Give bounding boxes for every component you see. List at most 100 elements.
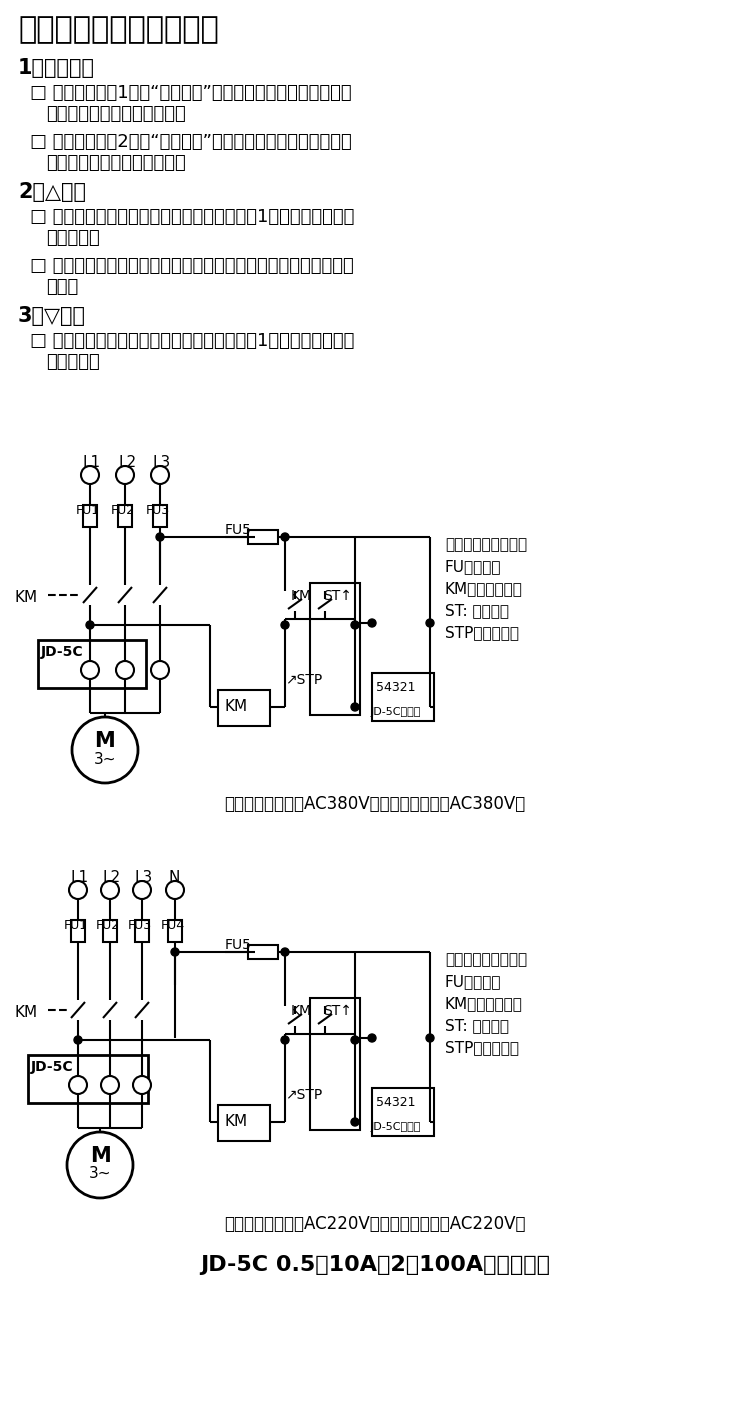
Circle shape (116, 661, 134, 679)
Circle shape (72, 717, 138, 783)
Circle shape (166, 881, 184, 899)
Bar (118, 505, 132, 528)
Text: □ 电流设定或延时设定界面：按此键参数値加1，常按此键参数値: □ 电流设定或延时设定界面：按此键参数値加1，常按此键参数値 (30, 208, 354, 226)
Circle shape (351, 1118, 359, 1127)
Text: ST↑: ST↑ (323, 589, 352, 603)
Text: 流値，并闪烁，数値可修改；: 流値，并闪烁，数値可修改； (46, 105, 186, 123)
Text: FU：燕断器: FU：燕断器 (445, 558, 502, 574)
Text: ↗STP: ↗STP (285, 1087, 322, 1101)
Text: FU1: FU1 (64, 919, 88, 932)
Text: 3、▽键：: 3、▽键： (18, 306, 86, 325)
Text: KM: KM (291, 1005, 312, 1019)
Text: L2: L2 (118, 455, 136, 470)
Text: ST: 启动按鈕: ST: 启动按鈕 (445, 1019, 509, 1033)
Circle shape (368, 1034, 376, 1042)
Text: 时値，并闪烁，数値可修改；: 时値，并闪烁，数値可修改； (46, 154, 186, 173)
Text: 应用电路举例说明：: 应用电路举例说明： (445, 953, 527, 967)
Circle shape (351, 703, 359, 711)
Circle shape (351, 622, 359, 629)
Text: 1、设定键：: 1、设定键： (18, 58, 95, 79)
Text: JD-5C: JD-5C (41, 645, 84, 659)
Bar (372, 1087, 434, 1136)
Bar (83, 505, 97, 528)
Circle shape (426, 619, 434, 627)
Text: M: M (90, 1146, 110, 1166)
Text: JD-5C保护器: JD-5C保护器 (371, 707, 422, 717)
Text: 保护器工作电压为AC220V；控制电路电压为AC220V。: 保护器工作电压为AC220V；控制电路电压为AC220V。 (224, 1215, 526, 1233)
Circle shape (281, 1035, 289, 1044)
Circle shape (116, 466, 134, 484)
Text: M: M (94, 731, 116, 751)
Circle shape (74, 1035, 82, 1044)
Circle shape (151, 661, 169, 679)
Bar (28, 1055, 148, 1103)
Circle shape (156, 533, 164, 542)
Circle shape (171, 948, 179, 955)
Circle shape (133, 881, 151, 899)
Text: STP：停止按鈕: STP：停止按鈕 (445, 624, 519, 640)
Circle shape (351, 1035, 359, 1044)
Text: □ 电流设定或延时设定界面：按此键参数値减1，常按此键参数値: □ 电流设定或延时设定界面：按此键参数値减1，常按此键参数値 (30, 333, 354, 349)
Bar (71, 920, 85, 941)
Text: 快速减小；: 快速减小； (46, 354, 100, 370)
Circle shape (81, 466, 99, 484)
Text: JD-5C保护器: JD-5C保护器 (371, 1122, 422, 1132)
Text: 保护器工作电压为AC380V；控制电路电压为AC380V。: 保护器工作电压为AC380V；控制电路电压为AC380V。 (224, 796, 526, 812)
Bar (218, 690, 270, 725)
Circle shape (281, 533, 289, 542)
Text: L2: L2 (103, 870, 122, 885)
Text: KM: KM (224, 699, 248, 714)
Bar (310, 998, 360, 1129)
Text: ST↑: ST↑ (323, 1005, 352, 1019)
Bar (103, 920, 117, 941)
Text: KM：交流接触器: KM：交流接触器 (445, 996, 523, 1012)
Bar (218, 1106, 270, 1141)
Text: ↗STP: ↗STP (285, 673, 322, 687)
Text: 快速增加；: 快速增加； (46, 229, 100, 247)
Text: KM: KM (291, 589, 312, 603)
Text: JD-5C: JD-5C (31, 1061, 74, 1075)
Text: FU3: FU3 (146, 504, 170, 516)
Text: FU4: FU4 (161, 919, 185, 932)
Text: FU2: FU2 (96, 919, 120, 932)
Bar (372, 673, 434, 721)
Text: KM: KM (15, 1005, 38, 1020)
Circle shape (69, 881, 87, 899)
Text: FU5: FU5 (225, 523, 252, 537)
Text: L3: L3 (135, 870, 153, 885)
Circle shape (151, 466, 169, 484)
Text: 54321: 54321 (376, 1096, 416, 1108)
Circle shape (133, 1076, 151, 1094)
Text: STP：停止按鈕: STP：停止按鈕 (445, 1040, 519, 1055)
Circle shape (86, 622, 94, 629)
Text: 状态；: 状态； (46, 278, 78, 296)
Text: KM：交流接触器: KM：交流接触器 (445, 581, 523, 596)
Bar (310, 584, 360, 716)
Text: L1: L1 (71, 870, 89, 885)
Circle shape (81, 661, 99, 679)
Bar (135, 920, 149, 941)
Circle shape (281, 948, 289, 955)
Text: 2、△键：: 2、△键： (18, 182, 86, 202)
Circle shape (426, 1034, 434, 1042)
Text: L3: L3 (153, 455, 171, 470)
Text: 三、按键说明与操作方法: 三、按键说明与操作方法 (18, 15, 219, 43)
Circle shape (101, 881, 119, 899)
Text: □ 按【设定】键2次，“延时设定”指示灯亮，数码管显示设定延: □ 按【设定】键2次，“延时设定”指示灯亮，数码管显示设定延 (30, 133, 352, 152)
Text: FU5: FU5 (225, 939, 252, 953)
Bar (153, 505, 167, 528)
Text: FU2: FU2 (111, 504, 135, 516)
Text: ST: 启动按鈕: ST: 启动按鈕 (445, 603, 509, 617)
Text: JD-5C 0.5～10A、2～100A实物接线图: JD-5C 0.5～10A、2～100A实物接线图 (200, 1256, 550, 1275)
Text: KM: KM (224, 1114, 248, 1129)
Text: FU：燕断器: FU：燕断器 (445, 974, 502, 989)
Bar (38, 640, 146, 687)
Text: 3~: 3~ (88, 1166, 111, 1181)
Circle shape (368, 619, 376, 627)
Text: 54321: 54321 (376, 680, 416, 694)
Bar (248, 946, 278, 960)
Circle shape (281, 622, 289, 629)
Text: N: N (168, 870, 179, 885)
Text: L1: L1 (83, 455, 101, 470)
Bar (248, 530, 278, 544)
